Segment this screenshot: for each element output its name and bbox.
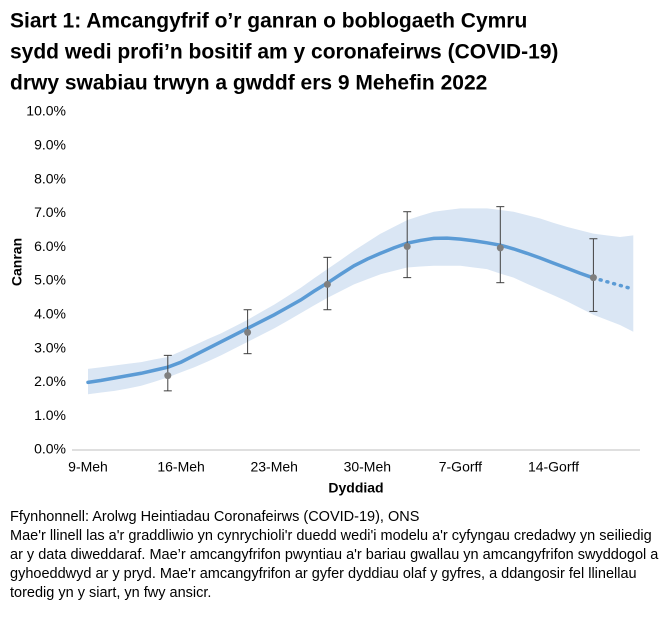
point-estimate <box>403 243 411 251</box>
y-tick-label: 3.0% <box>34 339 66 355</box>
x-tick-label: 7-Gorff <box>439 459 482 475</box>
chart-title: drwy swabiau trwyn a gwddf ers 9 Mehefin… <box>10 72 487 95</box>
point-estimate <box>496 244 504 252</box>
x-tick-label: 9-Meh <box>68 459 108 475</box>
note: Mae'r llinell las a'r graddliwio yn cynr… <box>10 528 659 601</box>
trend-line <box>86 236 596 385</box>
x-tick-label: 30-Meh <box>344 459 391 475</box>
chart-title: sydd wedi profi’n bositif am y coronafei… <box>10 41 558 64</box>
footer: Ffynhonnell: Arolwg Heintiadau Coronafei… <box>10 508 660 603</box>
y-tick-label: 5.0% <box>34 272 66 288</box>
y-tick-label: 9.0% <box>34 137 66 153</box>
source: Ffynhonnell: Arolwg Heintiadau Coronafei… <box>10 509 420 525</box>
y-tick-label: 4.0% <box>34 306 66 322</box>
point-estimate <box>323 280 331 288</box>
y-tick-label: 8.0% <box>34 170 66 186</box>
credible-interval-band <box>88 208 634 395</box>
y-tick-label: 10.0% <box>26 103 66 119</box>
y-axis-label: Canran <box>9 238 25 286</box>
x-tick-label: 23-Meh <box>250 459 297 475</box>
y-tick-label: 6.0% <box>34 238 66 254</box>
x-axis-label: Dyddiad <box>328 480 383 496</box>
point-estimate <box>164 372 172 380</box>
y-tick-label: 0.0% <box>34 441 66 457</box>
y-tick-label: 1.0% <box>34 407 66 423</box>
point-estimate <box>589 274 597 282</box>
point-estimate <box>244 328 252 336</box>
x-tick-label: 16-Meh <box>157 459 204 475</box>
y-tick-label: 2.0% <box>34 373 66 389</box>
projected-trend-line <box>591 276 636 291</box>
chart: Siart 1: Amcangyfrif o’r ganran o boblog… <box>9 10 640 496</box>
x-tick-label: 14-Gorff <box>528 459 579 475</box>
chart-title: Siart 1: Amcangyfrif o’r ganran o boblog… <box>10 10 527 33</box>
y-tick-label: 7.0% <box>34 204 66 220</box>
